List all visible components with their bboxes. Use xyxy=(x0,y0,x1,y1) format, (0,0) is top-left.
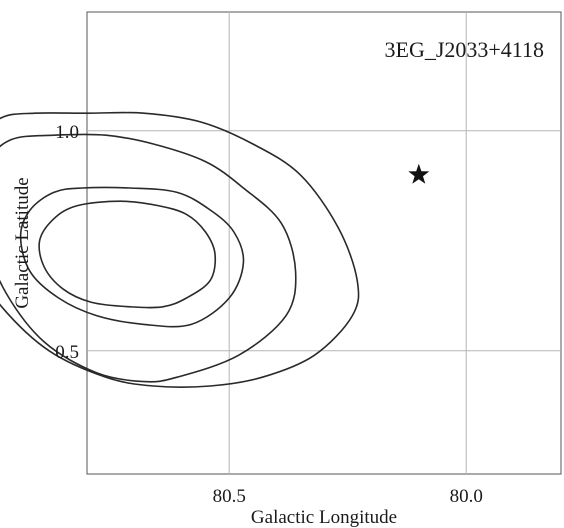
contour-layer xyxy=(0,111,360,388)
y-tick-label: 1.0 xyxy=(55,122,79,143)
star-marker xyxy=(408,163,430,184)
contour-outermost xyxy=(0,111,360,388)
contour-middle xyxy=(19,186,245,328)
contour-outer xyxy=(0,133,297,383)
tick-layer: 80.5 80.0 1.0 0.5 xyxy=(55,122,483,507)
y-axis-title: Galactic Latitude xyxy=(12,177,33,308)
chart-title: 3EG_J2033+4118 xyxy=(385,37,544,62)
x-tick-label: 80.0 xyxy=(450,486,483,507)
grid-layer xyxy=(87,12,561,474)
x-tick-label: 80.5 xyxy=(213,486,246,507)
marker-layer xyxy=(408,163,430,184)
y-tick-label: 0.5 xyxy=(55,342,79,363)
x-axis-title: Galactic Longitude xyxy=(251,507,397,528)
plot-frame xyxy=(86,11,562,475)
contour-inner xyxy=(38,200,217,309)
